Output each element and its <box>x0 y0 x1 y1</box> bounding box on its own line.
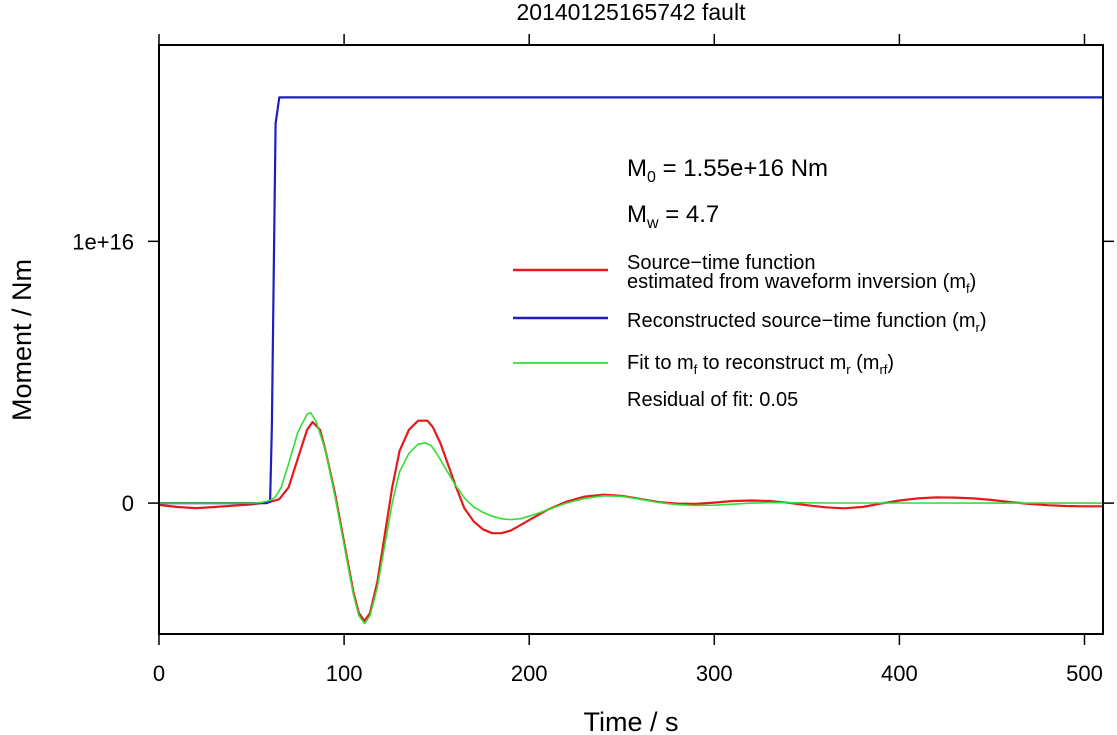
m0-value: = 1.55e+16 Nm <box>656 155 828 182</box>
y-tick-label: 1e+16 <box>72 229 134 254</box>
legend-label-1: Source−time function <box>627 252 815 274</box>
m0-annotation: M0 = 1.55e+16 Nm <box>627 155 828 186</box>
x-tick-label: 200 <box>511 661 548 686</box>
m0-subscript: 0 <box>647 169 656 186</box>
chart-title: 20140125165742 fault <box>517 0 747 25</box>
m0-symbol: M <box>627 155 647 182</box>
mw-subscript: w <box>646 215 659 232</box>
series-line-2 <box>159 96 1103 505</box>
series-line-1 <box>158 419 1103 622</box>
series-layer <box>158 96 1103 625</box>
x-tick-label: 400 <box>881 661 918 686</box>
mw-value: = 4.7 <box>659 201 720 228</box>
x-tick-label: 500 <box>1066 661 1103 686</box>
plot-frame <box>158 44 1104 635</box>
y-axis: 0 1e+16 <box>72 229 1114 516</box>
legend-label-3: Fit to mf to reconstruct mr (mrf) <box>627 352 894 377</box>
x-tick-label: 300 <box>696 661 733 686</box>
mw-symbol: M <box>627 201 647 228</box>
x-axis-label: Time / s <box>583 707 678 735</box>
legend-label-2: Reconstructed source−time function (mr) <box>627 310 987 335</box>
mw-annotation: Mw = 4.7 <box>627 201 719 232</box>
y-tick-label: 0 <box>122 491 134 516</box>
legend-label-1: estimated from waveform inversion (mf) <box>627 271 976 296</box>
x-tick-label: 0 <box>153 661 165 686</box>
residual-annotation: Residual of fit: 0.05 <box>627 389 798 411</box>
series-line-3 <box>159 412 1103 625</box>
y-axis-label: Moment / Nm <box>7 259 37 421</box>
x-tick-label: 100 <box>326 661 363 686</box>
x-axis: 0 100 200 300 400 500 <box>153 34 1103 686</box>
